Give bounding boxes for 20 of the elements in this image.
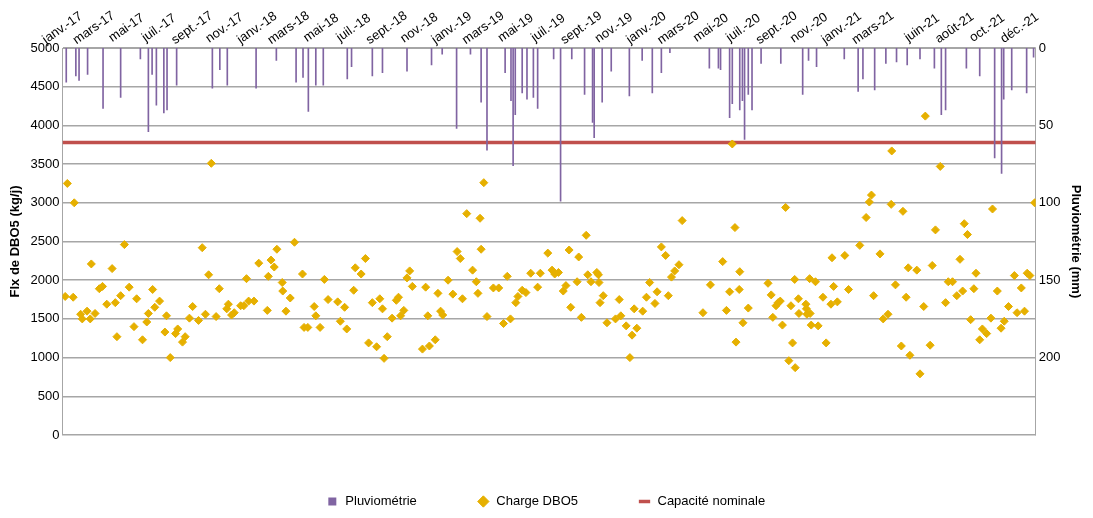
legend-label: Capacité nominale (657, 493, 766, 509)
y-axis-title: Flx de DBO5 (kg/j) (7, 185, 23, 298)
y2-tick-label: 200 (1038, 349, 1061, 365)
y-tick-label: 4500 (30, 78, 60, 94)
y2-tick-label: 0 (1038, 39, 1046, 55)
y2-tick-label: 50 (1038, 116, 1054, 132)
y-tick-label: 2500 (30, 233, 60, 249)
y2-axis-title: Pluviométrie (mm) (1068, 184, 1084, 299)
y-tick-label: 500 (37, 387, 60, 403)
y-tick-label: 3000 (30, 194, 60, 210)
y2-tick-label: 100 (1038, 194, 1061, 210)
legend-label: Pluviométrie (345, 493, 417, 509)
legend-label: Charge DBO5 (496, 493, 579, 509)
y-tick-label: 4000 (30, 116, 60, 132)
y-tick-label: 2000 (30, 271, 60, 287)
y-tick-label: 3500 (30, 155, 60, 171)
y-tick-label: 1000 (30, 349, 60, 365)
y-tick-label: 0 (52, 426, 60, 442)
y2-tick-label: 150 (1038, 271, 1061, 287)
y-tick-label: 1500 (30, 310, 60, 326)
